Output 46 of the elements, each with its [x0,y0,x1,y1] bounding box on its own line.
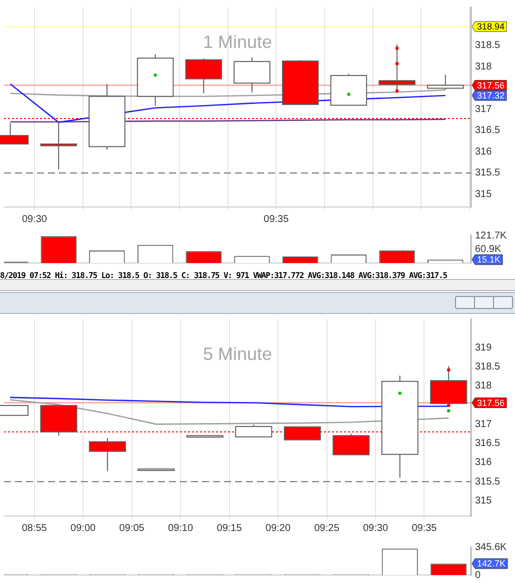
x-tick-label: 09:30 [22,214,48,225]
x-tick-label: 09:35 [412,522,438,534]
text: 5 Minute [202,344,272,364]
y-tick-label: 317 [475,104,492,115]
x-tick-label: 09:20 [266,522,291,534]
ref-line-label: 317.56 [477,80,505,90]
text: 142.7K [477,558,506,569]
y-tick-label: 317 [475,418,492,430]
x-tick-label: 09:10 [168,522,194,534]
ref-line-label: 317.56 [477,398,505,408]
x-tick-label: 09:15 [216,522,242,534]
point [395,62,399,66]
text: 317.32 [477,90,505,100]
y-tick-label: 345.6K [475,542,508,554]
y-tick-label: 315 [475,188,492,200]
point [447,409,450,412]
text: 15.1K [477,254,501,265]
x-tick-label: 09:05 [119,522,145,534]
y-tick-label: 318.5 [475,362,500,373]
point [154,73,157,77]
x-tick-label: 09:25 [314,522,340,534]
x-tick-label: 09:00 [70,522,96,534]
y-tick-label: 121.7K [475,230,508,242]
text: 8/2019 07:52 Hi: 318.75 Lo: 318.5 O: 318.5 C: 318.75 V: 971 VWAP:317.772 AVG:318.148 AVG:318.379 AVG:317.5 [0,271,448,280]
x-tick-label: 09:35 [264,214,290,225]
y-tick-label: 315.5 [475,168,500,179]
y-tick-label: 315.5 [475,476,500,488]
y-tick-label: 316 [475,457,492,468]
text: 1 Minute [202,32,272,52]
y-tick-label: 318 [475,380,492,392]
y-tick-label: 316.5 [475,125,500,136]
y-tick-label: 316.5 [475,438,500,450]
y-tick-label: 60.9K [475,244,502,256]
y-tick-label: 0 [475,570,481,581]
x-tick-label: 08:55 [22,522,48,534]
y-tick-label: 316 [475,146,492,158]
x-tick-label: 09:30 [362,522,388,534]
y-tick-label: 318.5 [475,40,500,52]
y-tick-label: 319 [475,342,492,354]
y-tick-label: 315 [475,495,492,506]
ref-line-label: 318.94 [477,22,505,32]
y-tick-label: 318 [475,61,492,72]
point [447,368,450,372]
point [347,92,350,96]
point [395,46,399,50]
point [398,392,402,395]
